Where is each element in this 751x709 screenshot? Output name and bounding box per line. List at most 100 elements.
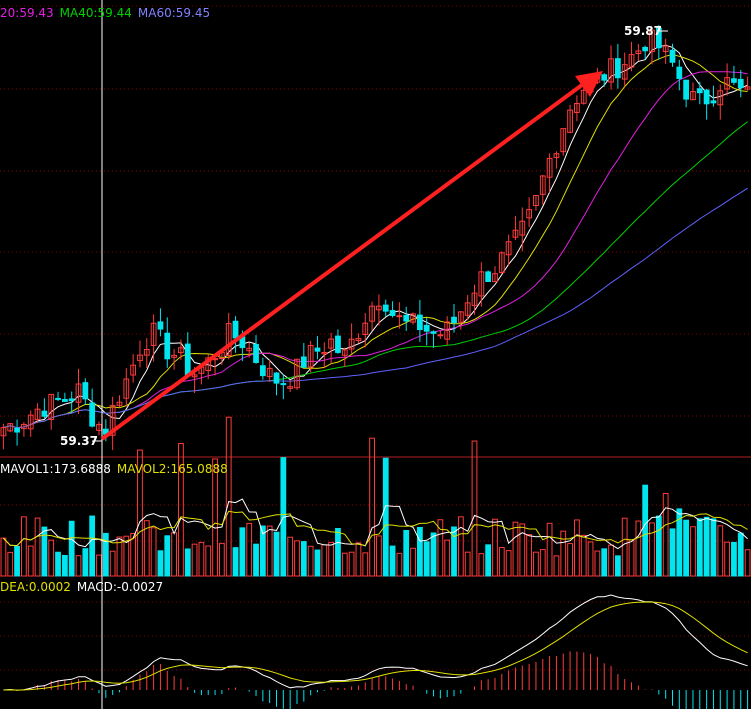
volume-bar-24: [164, 535, 171, 577]
candle-body-100: [683, 79, 690, 100]
volume-bar-39: [266, 525, 273, 577]
candle-body-19: [130, 364, 137, 376]
volume-bar-0: [0, 537, 7, 577]
volume-bar-8: [55, 551, 61, 577]
volume-bar-29: [198, 541, 205, 577]
ma5-line: [3, 44, 748, 429]
volume-bar-80: [546, 522, 553, 577]
candle-body-72: [492, 273, 498, 283]
candle-body-71: [485, 271, 492, 283]
candle-body-59: [403, 314, 410, 322]
volume-bar-1: [7, 551, 14, 577]
candle-body-95: [649, 29, 655, 53]
mavol1-line: [3, 498, 748, 550]
high-price-label: 59.87: [624, 24, 662, 38]
candle-body-41: [280, 383, 287, 386]
candle-body-52: [355, 338, 362, 342]
volume-bar-34: [232, 547, 239, 577]
volume-bar-62: [423, 541, 430, 577]
candle-body-96: [655, 27, 662, 49]
volume-bar-85: [580, 534, 587, 577]
candle-body-58: [396, 315, 403, 318]
volume-bar-14: [96, 554, 102, 577]
volume-bar-84: [574, 519, 580, 577]
candle-body-24: [164, 332, 171, 360]
candle-body-66: [451, 316, 457, 324]
ma60-legend: MA60:59.45: [137, 6, 211, 20]
candle-body-42: [287, 386, 294, 389]
candle-body-34: [232, 320, 239, 339]
candle-body-47: [321, 352, 328, 355]
volume-bar-58: [396, 552, 403, 577]
macd-value-legend: MACD:-0.0027: [76, 580, 164, 594]
candle-body-63: [430, 331, 437, 334]
volume-bar-79: [539, 549, 546, 577]
candle-body-106: [724, 77, 730, 90]
candle-body-102: [696, 88, 703, 94]
candle-body-90: [614, 58, 621, 79]
candle-body-28: [191, 374, 198, 378]
volume-bar-5: [34, 517, 41, 577]
volume-bar-106: [724, 541, 730, 577]
candle-body-5: [34, 408, 41, 420]
candle-body-84: [574, 103, 580, 113]
volume-bar-32: [218, 542, 225, 577]
dif-line: [3, 594, 748, 691]
candle-body-103: [703, 89, 710, 105]
volume-bar-108: [737, 532, 744, 577]
volume-bar-38: [259, 525, 266, 577]
volume-bar-30: [205, 545, 212, 577]
mavol2-line: [3, 510, 748, 547]
volume-bar-76: [519, 523, 526, 577]
candle-body-80: [546, 157, 553, 178]
candle-body-55: [376, 305, 382, 311]
candle-body-13: [89, 402, 96, 427]
candle-body-3: [21, 423, 27, 430]
candle-body-82: [560, 128, 567, 153]
volume-bars[interactable]: [0, 416, 751, 577]
candle-body-92: [628, 54, 635, 68]
candle-body-99: [676, 66, 683, 79]
volume-bar-19: [130, 532, 137, 577]
volume-bar-54: [369, 437, 375, 577]
volume-bar-40: [273, 531, 280, 577]
candle-body-85: [580, 89, 587, 104]
volume-bar-98: [669, 528, 676, 577]
candle-body-10: [68, 398, 75, 402]
candle-body-37: [253, 343, 259, 363]
candle-body-76: [519, 220, 526, 236]
volume-bar-12: [82, 548, 89, 577]
candle-body-18: [123, 378, 130, 399]
candle-body-68: [464, 302, 471, 316]
volume-bar-96: [655, 515, 662, 577]
candle-body-6: [41, 410, 48, 417]
macd-legend: DEA:0.0002 MACD:-0.0027: [0, 580, 169, 594]
volume-bar-3: [21, 516, 27, 577]
candle-body-101: [690, 91, 696, 101]
volume-bar-18: [123, 535, 130, 577]
candlesticks[interactable]: [0, 24, 751, 451]
candle-body-108: [737, 78, 744, 89]
volume-bar-6: [41, 526, 48, 577]
ma60-line: [3, 187, 748, 429]
volume-bar-109: [744, 549, 751, 577]
volume-bar-43: [294, 540, 300, 577]
volume-bar-99: [676, 508, 683, 577]
candle-body-94: [642, 46, 649, 52]
candle-body-20: [137, 354, 143, 362]
volume-bar-71: [485, 544, 492, 577]
candle-body-91: [621, 64, 628, 80]
ma40-legend: MA40:59.44: [59, 6, 132, 20]
volume-bar-44: [300, 541, 307, 577]
ma20-line: [3, 71, 748, 429]
candle-body-45: [307, 344, 314, 368]
candle-body-78: [533, 194, 539, 207]
volume-bar-9: [61, 554, 68, 577]
volume-bar-2: [14, 545, 20, 577]
candle-body-89: [608, 58, 614, 83]
volume-bar-74: [505, 550, 512, 577]
volume-bar-91: [621, 517, 628, 577]
candle-body-1: [7, 423, 14, 432]
candle-body-16: [109, 405, 116, 436]
